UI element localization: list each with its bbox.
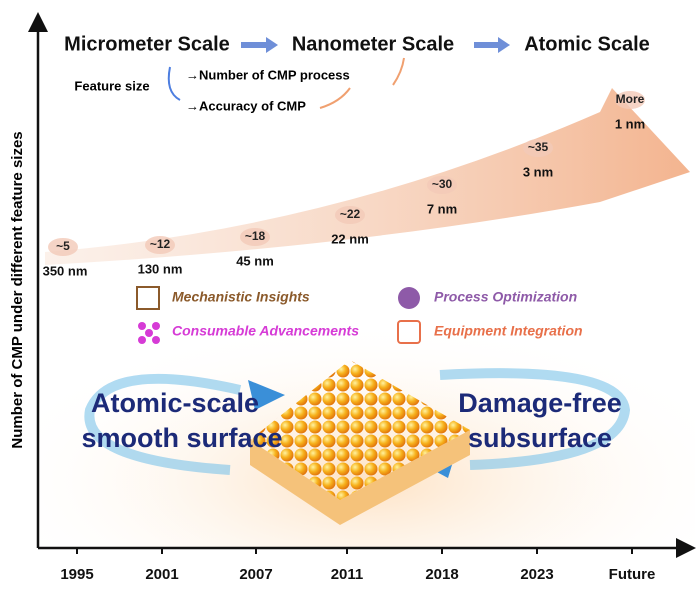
center-text: Atomic-scale — [91, 388, 259, 418]
feature-size: 45 nm — [236, 253, 274, 268]
x-tick-label: 2007 — [239, 566, 272, 583]
factor: Equipment Integration — [434, 323, 583, 339]
feature-arrow — [319, 87, 351, 109]
feature-arrow — [167, 66, 181, 101]
feature-size: 1 nm — [615, 116, 645, 131]
scale-label: Atomic Scale — [524, 33, 650, 55]
x-tick-label: 1995 — [60, 566, 93, 583]
scale-arrow — [498, 37, 510, 53]
cycle-arrow — [84, 373, 242, 475]
feature-item: →Accuracy of CMP — [186, 98, 306, 113]
feature-size: 22 nm — [331, 231, 369, 246]
scale-label: Micrometer Scale — [64, 33, 230, 55]
x-tick-label: 2023 — [520, 566, 553, 583]
scale-arrow — [266, 37, 278, 53]
substrate — [250, 430, 470, 525]
feature-label: Feature size — [74, 78, 149, 93]
cycle-arrowhead — [248, 380, 285, 410]
count-badge — [523, 139, 553, 157]
feature-size: 130 nm — [138, 261, 183, 276]
cmp-count: ~35 — [528, 140, 549, 154]
scale-label: Nanometer Scale — [292, 33, 454, 55]
feature-arrow — [392, 57, 405, 86]
feature-size: 350 nm — [43, 263, 88, 278]
icon — [138, 322, 160, 344]
count-badge — [335, 206, 365, 224]
center-text: subsurface — [468, 423, 612, 453]
count-badge — [427, 176, 457, 194]
icon — [136, 286, 160, 310]
center-text: smooth surface — [81, 423, 282, 453]
feature-item: →Number of CMP process — [186, 67, 350, 82]
factor: Process Optimization — [434, 289, 577, 305]
factor: Consumable Advancements — [172, 323, 359, 339]
icon — [397, 320, 421, 344]
cmp-count: More — [616, 92, 645, 106]
factor: Mechanistic Insights — [172, 289, 310, 305]
x-tick-label: 2011 — [331, 566, 364, 583]
count-badge — [145, 236, 175, 254]
y-axis-label: Number of CMP under different feature si… — [9, 131, 26, 448]
cmp-count: ~18 — [245, 229, 266, 243]
x-tick-label: Future — [609, 566, 656, 583]
feature-size: 3 nm — [523, 164, 553, 179]
count-badge — [48, 238, 78, 256]
x-tick-label: 2001 — [145, 566, 178, 583]
count-badge — [240, 228, 270, 246]
cmp-count: ~12 — [150, 237, 171, 251]
cycle-arrow — [439, 368, 631, 470]
atomic-surface — [250, 360, 470, 500]
x-tick-label: 2018 — [425, 566, 458, 583]
icon — [398, 287, 420, 309]
center-text: Damage-free — [458, 388, 622, 418]
feature-size: 7 nm — [427, 201, 457, 216]
cmp-count: ~22 — [340, 207, 361, 221]
cmp-count: ~30 — [432, 177, 453, 191]
cmp-count: ~5 — [56, 239, 70, 253]
count-badge — [615, 91, 645, 109]
